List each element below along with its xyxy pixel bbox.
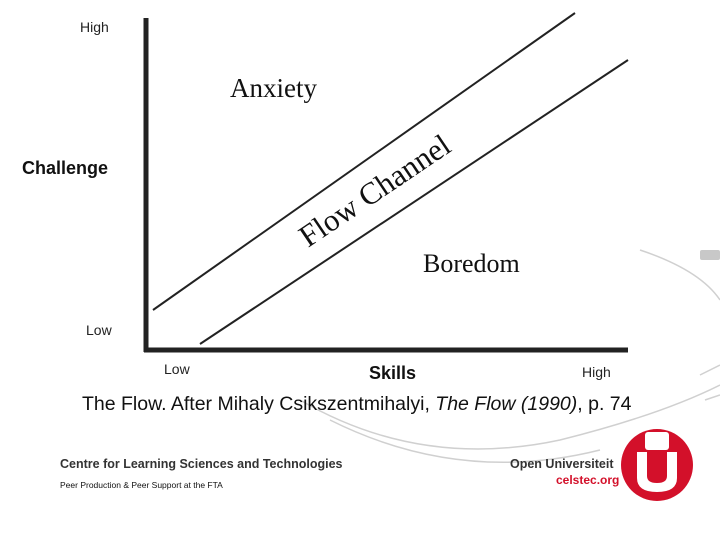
centre-name: Centre for Learning Sciences and Technol…	[60, 457, 343, 471]
caption-suffix: , p. 74	[577, 393, 632, 415]
x-axis-low-label: Low	[164, 361, 191, 377]
flow-channel-lower-line	[199, 59, 629, 345]
caption-book-title: The Flow (1990)	[435, 393, 578, 415]
figure-caption: The Flow. After Mihaly Csikszentmihalyi,…	[82, 393, 631, 416]
university-name: Open Universiteit	[510, 457, 614, 471]
caption-prefix: The Flow. After Mihaly Csikszentmihalyi,	[82, 393, 436, 415]
x-axis-title: Skills	[369, 363, 416, 383]
y-axis-high-label: High	[80, 19, 109, 35]
decorative-swooshes	[299, 249, 720, 463]
open-universiteit-logo-icon	[621, 429, 693, 501]
flow-channel-upper-line	[152, 12, 576, 311]
footer-note: Peer Production & Peer Support at the FT…	[60, 480, 223, 490]
website-link[interactable]: celstec.org	[556, 473, 620, 487]
x-axis-high-label: High	[582, 364, 611, 380]
y-axis-title: Challenge	[22, 158, 108, 178]
boredom-label: Boredom	[423, 249, 520, 278]
y-axis-low-label: Low	[86, 322, 113, 338]
decorative-arrow	[700, 250, 720, 260]
anxiety-label: Anxiety	[230, 73, 317, 103]
